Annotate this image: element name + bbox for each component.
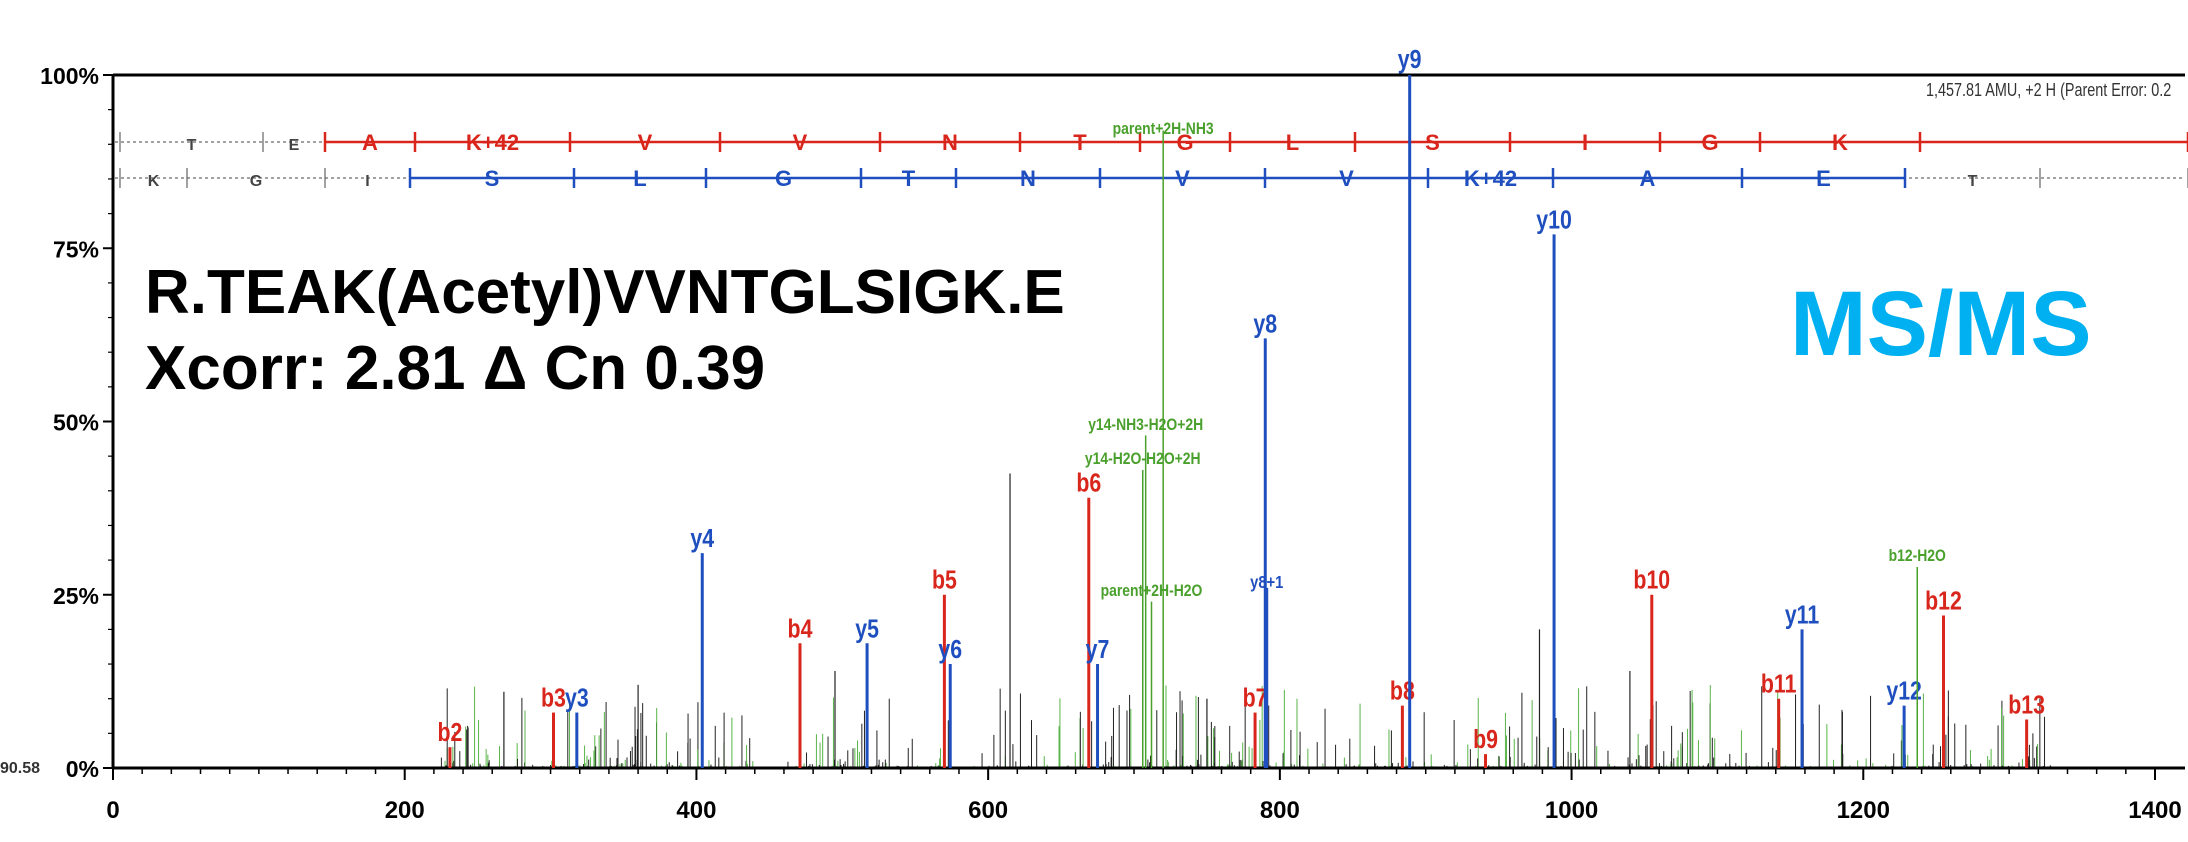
b-ladder-residue: N: [942, 130, 958, 155]
parent-info: 1,457.81 AMU, +2 H (Parent Error: 0.2: [1926, 80, 2172, 100]
y-ladder-residue: L: [633, 166, 646, 191]
peak-label-y7: y7: [1086, 635, 1110, 665]
peak-label-y10: y10: [1536, 205, 1572, 235]
y-ladder-residue: E: [1816, 166, 1831, 191]
peak-label-b10: b10: [1633, 566, 1670, 596]
peak-label-y12: y12: [1886, 677, 1922, 707]
y-tick-label: 100%: [40, 63, 99, 89]
x-tick-label: 1200: [1837, 797, 1890, 824]
peak-label-y14-H2O-H2O+2H: y14-H2O-H2O+2H: [1085, 450, 1201, 469]
x-tick-label: 400: [676, 797, 716, 824]
x-tick-label: 200: [385, 797, 425, 824]
peak-label-y8: y8: [1253, 309, 1277, 339]
y-ladder-residue: G: [250, 173, 262, 190]
peak-label-b12: b12: [1925, 587, 1962, 617]
b-ladder-residue: V: [793, 130, 808, 155]
peak-label-b7: b7: [1243, 684, 1268, 714]
b-ladder-residue: T: [187, 137, 197, 154]
x-tick-label: 1400: [2128, 797, 2181, 824]
b-ladder-residue: I: [1582, 130, 1588, 155]
y-tick-label: 0%: [66, 756, 99, 782]
score-line: Xcorr: 2.81 Δ Cn 0.39: [145, 334, 766, 403]
y-tick-label: 75%: [53, 236, 99, 262]
peak-label-y11: y11: [1785, 600, 1819, 630]
peak-label-b4: b4: [788, 614, 814, 644]
y-ladder-residue: K: [148, 173, 160, 190]
b-ladder-residue: K: [1832, 130, 1848, 155]
b-ladder-residue: G: [1176, 130, 1193, 155]
peak-label-b2: b2: [437, 718, 462, 748]
sequence-ladders: T E A K+42 V V N T G L S I G K K G I S L G T N V V K+42 A E T: [115, 130, 2188, 191]
method-label: MS/MS: [1790, 273, 2092, 375]
peak-label-parent+2H-NH3: parent+2H-NH3: [1113, 120, 1214, 139]
y-ladder-residue: K+42: [1464, 166, 1517, 191]
y-ladder-residue: V: [1175, 166, 1190, 191]
b-ladder-residue: E: [289, 137, 300, 154]
b-ladder-residue: L: [1286, 130, 1299, 155]
axes: 0 200 400 600 800 1000 1200 1400 0% 25% 50% 75% 100%: [40, 63, 2185, 824]
peak-label-y5: y5: [855, 614, 879, 644]
x-tick-label: 1000: [1545, 797, 1598, 824]
b-ladder-residue: T: [1073, 130, 1087, 155]
y-ladder-residue: T: [902, 166, 916, 191]
peak-label-b6: b6: [1076, 469, 1101, 499]
y-ladder-residue: N: [1020, 166, 1036, 191]
x-tick-label: 800: [1260, 797, 1300, 824]
y-ladder-residue: T: [1968, 173, 1978, 190]
corner-label: 90.58: [0, 760, 41, 777]
x-tick-label: 0: [106, 797, 119, 824]
peak-label-y3: y3: [565, 684, 589, 714]
y-ladder-residue: G: [775, 166, 792, 191]
peak-label-y4: y4: [690, 524, 714, 554]
peak-label-y9: y9: [1398, 45, 1422, 75]
y-ladder-residue: A: [1640, 166, 1656, 191]
peak-label-parent+2H-H2O: parent+2H-H2O: [1101, 582, 1203, 601]
y-ladder-residue: V: [1339, 166, 1354, 191]
y-tick-label: 50%: [53, 410, 99, 436]
peak-label-b11: b11: [1761, 670, 1797, 700]
y-ladder-residue: S: [485, 166, 500, 191]
b-ladder-residue: K+42: [466, 130, 519, 155]
peak-label-b5: b5: [932, 566, 957, 596]
peak-label-b9: b9: [1473, 725, 1498, 755]
peak-label-b3: b3: [541, 684, 566, 714]
peak-label-b13: b13: [2008, 691, 2045, 721]
b-ladder-residue: V: [638, 130, 653, 155]
peptide-sequence-title: R.TEAK(Acetyl)VVNTGLSIGK.E: [145, 258, 1065, 327]
peak-label-y8+1: y8+1: [1250, 573, 1283, 593]
x-tick-label: 600: [968, 797, 1008, 824]
y-ladder-residue: I: [365, 173, 369, 190]
peak-label-y6: y6: [938, 635, 962, 665]
peak-label-y14-NH3-H2O+2H: y14-NH3-H2O+2H: [1088, 416, 1203, 435]
y-tick-label: 25%: [53, 583, 99, 609]
b-ladder-residue: S: [1425, 130, 1440, 155]
peak-label-b12-H2O: b12-H2O: [1889, 547, 1946, 566]
b-ladder-residue: G: [1701, 130, 1718, 155]
b-ladder-residue: A: [362, 130, 378, 155]
